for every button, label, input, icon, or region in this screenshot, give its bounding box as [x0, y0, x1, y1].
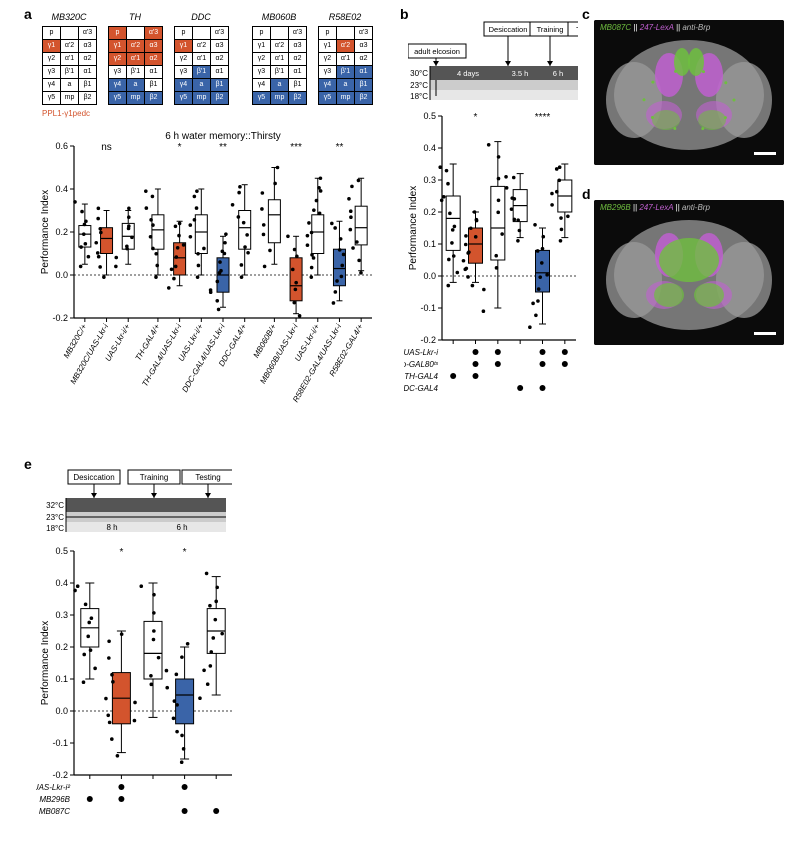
svg-text:Training: Training	[537, 25, 564, 34]
svg-text:MB296B: MB296B	[39, 795, 70, 804]
grid-title: MB060B	[252, 12, 306, 22]
svg-text:-0.2: -0.2	[420, 335, 436, 345]
svg-text:-0.1: -0.1	[52, 738, 68, 748]
svg-text:**: **	[336, 142, 344, 153]
svg-text:0.4: 0.4	[423, 143, 436, 153]
svg-text:0.4: 0.4	[55, 184, 68, 194]
panel-d-image: MB296B || 247-LexA || anti-Brp	[594, 200, 784, 345]
svg-text:0.0: 0.0	[55, 270, 68, 280]
svg-text:*: *	[474, 112, 478, 123]
panel-a-chart: -0.2 0.0 0.2 0.4 0.6 Performance Index 6 h wat…	[36, 128, 376, 448]
svg-text:-0.2: -0.2	[52, 770, 68, 780]
svg-text:0.4: 0.4	[55, 578, 68, 588]
svg-text:DDC-GAL4: DDC-GAL4	[404, 384, 439, 393]
svg-text:Desiccation: Desiccation	[489, 25, 528, 34]
svg-text:6 h: 6 h	[553, 69, 563, 78]
mb-grid: pα'3γ1α'2α3γ2α'1α2γ3β'1α1γ4aβ1γ5mpβ2	[42, 26, 97, 105]
svg-text:18°C: 18°C	[410, 92, 428, 101]
svg-text:Performance Index: Performance Index	[40, 621, 51, 706]
mb-grid: pα'3γ1α'2α3γ2α'1α2γ3β'1α1γ4aβ1γ5mpβ2	[174, 26, 229, 105]
ppl-label: PPL1-γ1pedc	[42, 109, 90, 118]
svg-text:0.5: 0.5	[423, 111, 436, 121]
svg-text:-0.1: -0.1	[420, 303, 436, 313]
svg-text:30°C: 30°C	[410, 69, 428, 78]
svg-text:***: ***	[290, 142, 302, 153]
grid-title: TH	[108, 12, 162, 22]
panel-c-image: MB087C || 247-LexA || anti-Brp	[594, 20, 784, 165]
svg-text:0.2: 0.2	[423, 207, 436, 217]
svg-text:8 h: 8 h	[106, 523, 117, 532]
svg-text:0.1: 0.1	[423, 239, 436, 249]
svg-text:23°C: 23°C	[46, 513, 64, 522]
svg-text:TH-GAL4: TH-GAL4	[404, 372, 438, 381]
svg-text:*: *	[119, 547, 123, 558]
panel-label-c: c	[582, 6, 590, 22]
svg-text:32°C: 32°C	[46, 501, 64, 510]
svg-text:0.5: 0.5	[55, 546, 68, 556]
panel-e-timeline: 32°C 23°C 18°C Desiccation Training Testing 8 …	[42, 468, 232, 538]
svg-text:Performance Index: Performance Index	[408, 186, 419, 271]
svg-text:Testing: Testing	[576, 25, 578, 34]
svg-text:Training: Training	[140, 473, 169, 482]
svg-text:*: *	[178, 142, 182, 153]
svg-text:18°C: 18°C	[46, 524, 64, 533]
panel-b-timeline: 30°C 23°C 18°C adult elcosion Desiccation Tra…	[408, 14, 578, 104]
svg-text:adult elcosion: adult elcosion	[414, 47, 460, 56]
panel-b-chart: -0.2 -0.1 0.0 0.1 0.2 0.3 0.4 0.5 Performance In…	[404, 110, 584, 430]
svg-text:Desiccation: Desiccation	[73, 473, 114, 482]
svg-text:MB087C: MB087C	[39, 807, 70, 816]
mb-grid: pα'3γ1α'2α3γ2α'1α2γ3β'1α1γ4aβ1γ5mpβ2	[108, 26, 163, 105]
svg-text:0.1: 0.1	[55, 674, 68, 684]
svg-text:3.5 h: 3.5 h	[512, 69, 529, 78]
svg-text:0.2: 0.2	[55, 227, 68, 237]
svg-text:UAS-Lkr-i²: UAS-Lkr-i²	[36, 783, 70, 792]
svg-text:**: **	[219, 142, 227, 153]
svg-text:0.2: 0.2	[55, 642, 68, 652]
svg-text:****: ****	[535, 112, 551, 123]
figure: a b c d e MB320Cpα'3γ1α'2α3γ2α'1α2γ3β'1α…	[0, 0, 800, 858]
panel-e-chart: -0.2 -0.1 0.0 0.1 0.2 0.3 0.4 0.5 Performance In…	[36, 545, 246, 845]
svg-text:0.3: 0.3	[423, 175, 436, 185]
grid-title: MB320C	[42, 12, 96, 22]
svg-text:0.0: 0.0	[55, 706, 68, 716]
svg-text:-0.2: -0.2	[52, 313, 68, 323]
panel-c-label: MB087C || 247-LexA || anti-Brp	[600, 23, 710, 32]
svg-text:tubp-GAL80ᵗˢ: tubp-GAL80ᵗˢ	[404, 360, 438, 369]
svg-text:0.6: 0.6	[55, 141, 68, 151]
panel-label-e: e	[24, 456, 32, 472]
svg-text:*: *	[183, 547, 187, 558]
svg-text:UAS-Lkr-i: UAS-Lkr-i	[404, 348, 438, 357]
grid-title: DDC	[174, 12, 228, 22]
mb-grid: pα'3γ1α'2α3γ2α'1α2γ3β'1α1γ4aβ1γ5mpβ2	[318, 26, 373, 105]
panel-label-a: a	[24, 6, 32, 22]
svg-text:Performance Index: Performance Index	[40, 190, 51, 275]
mb-grid: pα'3γ1α'2α3γ2α'1α2γ3β'1α1γ4aβ1γ5mpβ2	[252, 26, 307, 105]
svg-text:0.3: 0.3	[55, 610, 68, 620]
svg-text:23°C: 23°C	[410, 81, 428, 90]
svg-text:0.0: 0.0	[423, 271, 436, 281]
svg-text:TH-GAL4/UAS-Lkr-i: TH-GAL4/UAS-Lkr-i	[140, 322, 183, 388]
svg-text:ns: ns	[101, 142, 112, 153]
svg-text:Testing: Testing	[195, 473, 220, 482]
svg-text:6 h water memory::Thirsty: 6 h water memory::Thirsty	[165, 131, 281, 142]
svg-text:6 h: 6 h	[176, 523, 187, 532]
grid-title: R58E02	[318, 12, 372, 22]
panel-d-label: MB296B || 247-LexA || anti-Brp	[600, 203, 710, 212]
svg-text:4 days: 4 days	[457, 69, 479, 78]
